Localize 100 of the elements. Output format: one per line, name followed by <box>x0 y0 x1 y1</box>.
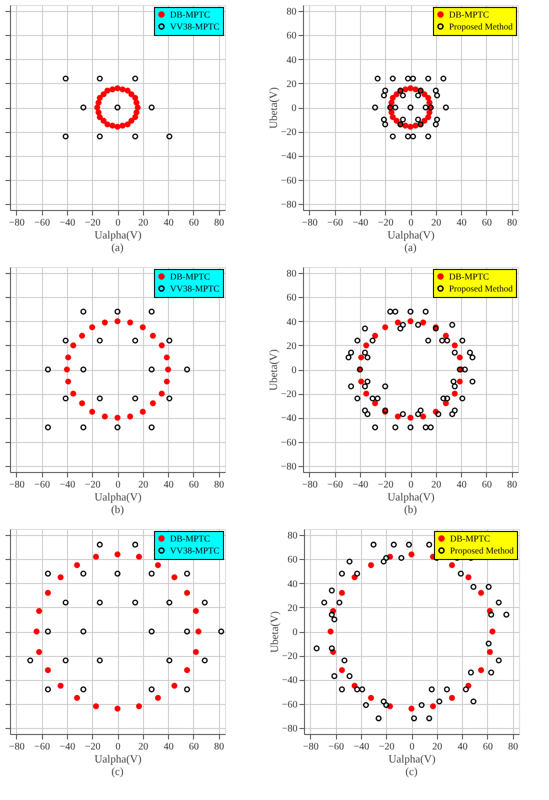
x-tick-label: 0 <box>116 480 120 490</box>
x-tick-label: −20 <box>378 742 395 752</box>
x-tick-label: −80 <box>9 218 25 228</box>
x-tick-label: 40 <box>456 480 467 490</box>
x-tick-label: 40 <box>164 218 174 228</box>
x-tick-label: −60 <box>34 742 50 752</box>
x-tick-label: −60 <box>328 742 344 752</box>
x-tick-label: 0 <box>408 218 414 228</box>
x-tick-label: 80 <box>214 218 224 228</box>
x-tick-label: 0 <box>410 742 414 752</box>
x-tick-label: −60 <box>327 480 343 490</box>
y-axis-title: Ubeta(V) <box>268 86 280 129</box>
y-tick-label: −60 <box>280 437 296 448</box>
x-tick-label: −40 <box>60 742 76 752</box>
x-tick-label: 0 <box>408 480 414 490</box>
x-tick-label: 20 <box>138 480 148 490</box>
x-tick-label: 80 <box>507 480 518 490</box>
legend-label: DB-MPTC <box>170 272 210 282</box>
legend-label: Proposed Method <box>449 22 514 32</box>
y-tick-label: 80 <box>286 268 296 280</box>
y-tick-label: 40 <box>288 578 298 590</box>
text: (b) <box>404 504 418 516</box>
x-tick-label: 0 <box>116 218 120 228</box>
y-tick-label: −80 <box>280 199 296 210</box>
legend-label: Proposed Method <box>449 284 514 294</box>
x-axis-title: Ualpha(V) <box>94 230 142 242</box>
y-tick-label: 20 <box>288 602 298 614</box>
x-tick-label: −80 <box>302 218 318 228</box>
x-tick-label: −40 <box>60 218 76 228</box>
x-tick-label: −20 <box>84 480 101 490</box>
y-tick-label: −60 <box>282 699 298 710</box>
x-tick-label: 20 <box>138 218 148 228</box>
y-tick-label: 40 <box>286 316 296 328</box>
legend-label: DB-MPTC <box>170 534 210 544</box>
x-tick-label: 40 <box>164 742 174 752</box>
y-tick-label: 20 <box>286 340 296 352</box>
x-axis-title: Ualpha(V) <box>94 754 142 766</box>
x-tick-label: 60 <box>482 218 492 228</box>
x-tick-label: −40 <box>354 742 370 752</box>
x-tick-label: −20 <box>84 742 101 752</box>
x-tick-label: −80 <box>302 480 318 490</box>
legend-label: DB-MPTC <box>450 534 490 544</box>
y-tick-label: 20 <box>286 78 296 90</box>
y-tick-label: −60 <box>280 175 296 186</box>
text: (b) <box>111 504 124 516</box>
x-axis-title: Ualpha(V) <box>388 754 436 766</box>
x-tick-label: 20 <box>431 480 442 490</box>
y-tick-label: 80 <box>288 530 298 542</box>
legend-label: VV38-MPTC <box>170 22 220 32</box>
x-tick-label: 60 <box>188 742 199 752</box>
x-tick-label: −20 <box>378 480 394 490</box>
y-tick-label: 60 <box>286 30 296 42</box>
y-tick-label: −20 <box>280 389 296 400</box>
x-tick-label: 20 <box>138 742 148 752</box>
y-tick-label: −40 <box>280 151 296 162</box>
x-tick-label: −60 <box>34 480 50 490</box>
x-tick-label: 80 <box>507 218 518 228</box>
x-tick-label: 40 <box>456 218 467 228</box>
legend-label: DB-MPTC <box>170 10 210 20</box>
y-tick-label: 0 <box>292 365 296 376</box>
y-tick-label: −40 <box>282 675 298 686</box>
x-tick-label: 20 <box>432 742 442 752</box>
x-axis-title: Ualpha(V) <box>387 230 435 242</box>
x-axis-title: Ualpha(V) <box>94 492 142 504</box>
text: (a) <box>404 242 417 254</box>
x-tick-label: −80 <box>9 480 25 490</box>
y-tick-label: 40 <box>286 54 296 66</box>
x-tick-label: 60 <box>188 218 199 228</box>
x-tick-label: −80 <box>303 742 319 752</box>
y-tick-label: 0 <box>292 103 296 114</box>
x-axis-title: Ualpha(V) <box>387 492 435 504</box>
x-tick-label: −20 <box>378 218 394 228</box>
legend-label: VV38-MPTC <box>170 284 220 294</box>
y-tick-label: −80 <box>280 461 296 472</box>
x-tick-label: 60 <box>482 742 493 752</box>
x-tick-label: 40 <box>458 742 468 752</box>
x-tick-label: −40 <box>60 480 76 490</box>
y-tick-label: 60 <box>286 292 296 304</box>
x-tick-label: 20 <box>431 218 442 228</box>
x-tick-label: −40 <box>352 218 368 228</box>
y-tick-label: 0 <box>292 627 298 638</box>
y-axis-title: Ubeta(V) <box>268 610 281 653</box>
y-tick-label: −20 <box>280 127 296 138</box>
text: (a) <box>111 242 124 254</box>
x-tick-label: −80 <box>9 742 25 752</box>
legend-label: Proposed Method <box>450 546 514 556</box>
x-tick-label: 60 <box>188 480 199 490</box>
text: (c) <box>111 766 124 778</box>
x-tick-label: −40 <box>352 480 368 490</box>
text: (c) <box>405 766 418 778</box>
legend-label: DB-MPTC <box>449 272 490 282</box>
y-tick-label: 60 <box>288 554 298 566</box>
x-tick-label: −20 <box>84 218 101 228</box>
y-tick-label: −20 <box>282 651 298 662</box>
x-tick-label: −60 <box>327 218 343 228</box>
x-tick-label: 80 <box>508 742 518 752</box>
legend-label: VV38-MPTC <box>170 546 220 556</box>
y-tick-label: −40 <box>280 413 296 424</box>
y-tick-label: −80 <box>282 723 298 734</box>
y-tick-label: 80 <box>286 6 296 18</box>
